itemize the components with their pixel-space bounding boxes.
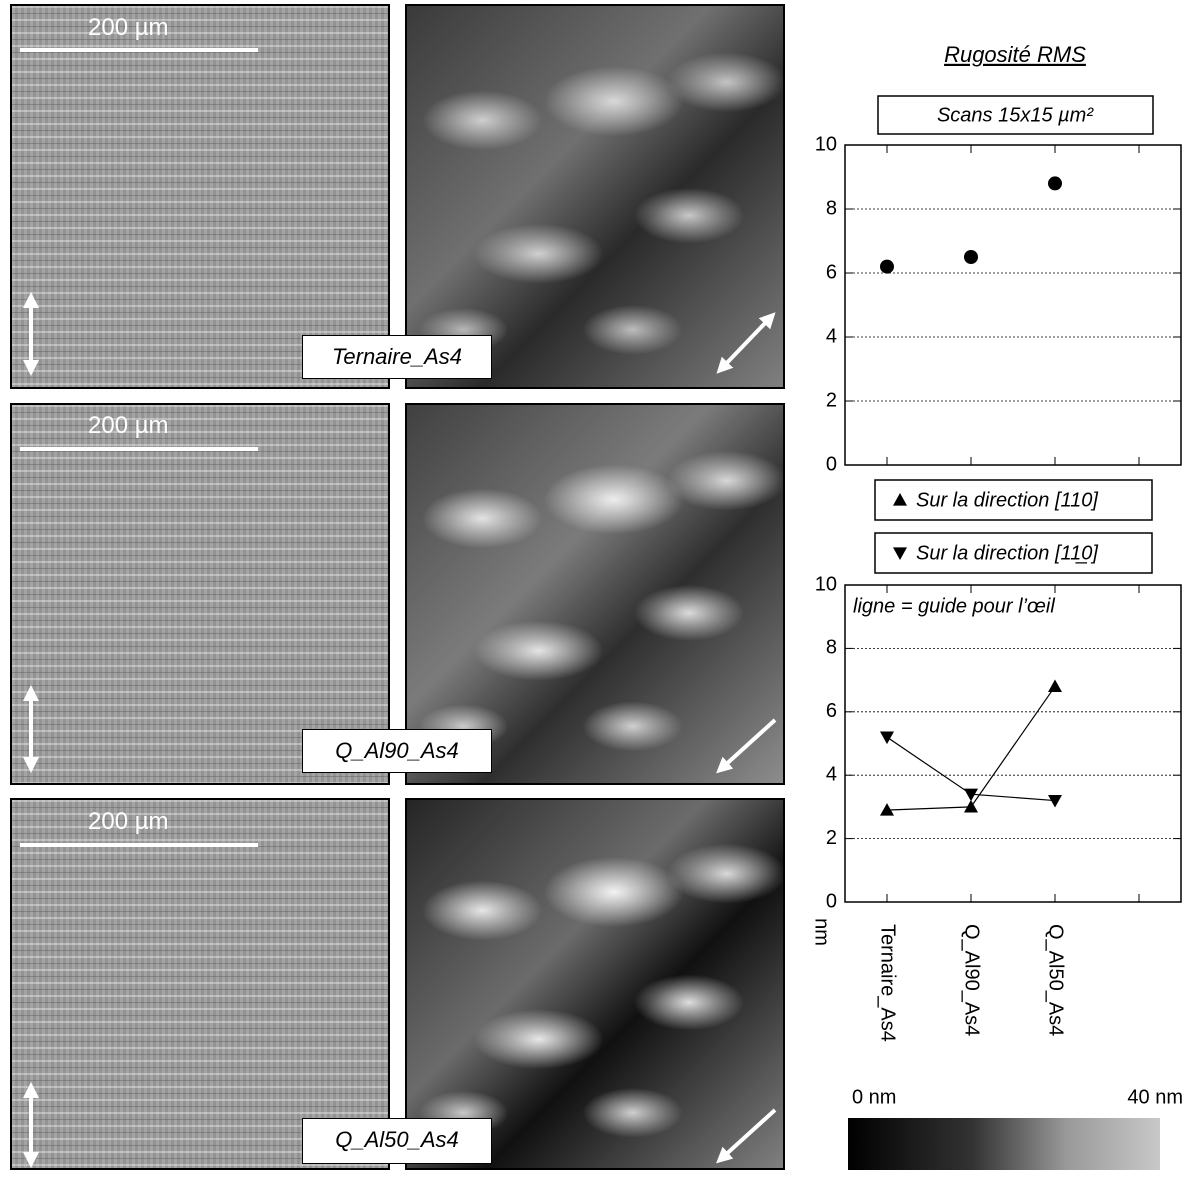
y-tick-label: 8 <box>826 197 837 219</box>
arrow <box>716 1108 777 1164</box>
scale-bar <box>20 447 258 451</box>
afm-image <box>405 798 785 1170</box>
arrow <box>716 312 776 374</box>
marker <box>964 799 978 813</box>
annotation: ligne = guide pour l’œil <box>853 595 1055 617</box>
colorbar-label: 40 nm <box>1127 1086 1183 1108</box>
y-tick-label: 10 <box>815 573 837 595</box>
y-tick-label: 6 <box>826 700 837 722</box>
y-tick-label: 6 <box>826 261 837 283</box>
legend-label: Sur la direction [11̲0] <box>916 542 1098 564</box>
colorbar <box>848 1118 1160 1170</box>
marker <box>880 803 894 816</box>
y-tick-label: 0 <box>826 890 837 912</box>
scale-bar-label: 200 µm <box>88 412 169 439</box>
legend-label: Sur la direction [110] <box>916 489 1098 511</box>
chart-subtitle: Scans 15x15 µm² <box>937 104 1094 126</box>
optical-image <box>10 4 390 389</box>
plot-frame <box>844 584 1182 903</box>
subtitle-box <box>877 95 1154 135</box>
marker <box>880 731 894 745</box>
legend-box <box>874 532 1153 574</box>
y-tick-label: 4 <box>826 325 837 347</box>
y-tick-label: 0 <box>826 453 837 475</box>
marker <box>880 259 894 274</box>
scale-bar-label: 200 µm <box>88 14 169 41</box>
scale-bar <box>20 48 258 52</box>
x-tick-label: Q_Al50_As4 <box>1045 924 1067 1036</box>
y-tick-label: 2 <box>826 389 837 411</box>
y-tick-label: 10 <box>815 133 837 155</box>
colorbar-label: 0 nm <box>852 1086 896 1108</box>
x-tick-label: Q_Al90_As4 <box>961 924 983 1036</box>
marker <box>964 250 978 264</box>
marker <box>1048 794 1062 808</box>
sample-label: Q_Al90_As4 <box>302 729 492 773</box>
chart-title: Rugosité RMS <box>944 42 1086 67</box>
legend-box <box>874 479 1153 521</box>
sample-label: Q_Al50_As4 <box>302 1118 492 1164</box>
arrow <box>716 718 777 774</box>
marker <box>893 493 907 506</box>
plot-frame <box>844 144 1182 466</box>
direction-arrows <box>23 292 777 1168</box>
y-tick-label: 8 <box>826 637 837 659</box>
optical-image <box>10 403 390 785</box>
optical-image <box>10 798 390 1170</box>
marker <box>1048 679 1062 693</box>
y-tick-label: 4 <box>826 763 837 785</box>
y-axis-label: nm <box>811 918 833 946</box>
y-tick-label: 2 <box>826 827 837 849</box>
scale-bar-label: 200 µm <box>88 808 169 835</box>
marker <box>964 788 978 802</box>
afm-image <box>405 403 785 785</box>
scale-bar <box>20 843 258 847</box>
marker <box>893 547 907 560</box>
sample-label: Ternaire_As4 <box>302 335 492 379</box>
marker <box>1048 176 1062 191</box>
x-tick-label: Ternaire_As4 <box>877 924 899 1042</box>
